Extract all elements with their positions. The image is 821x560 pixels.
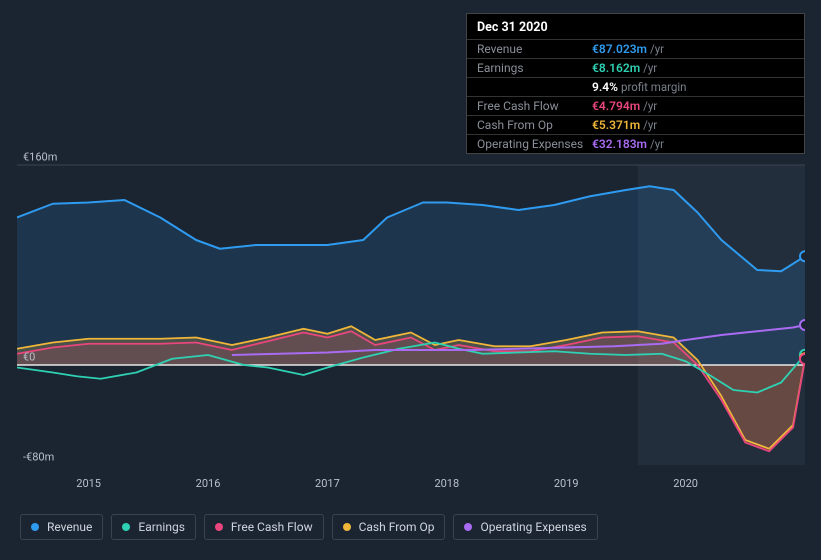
- legend-item[interactable]: Cash From Op: [332, 514, 446, 540]
- tooltip-row-value: €5.371m: [592, 118, 640, 132]
- x-axis-tick-label: 2016: [196, 477, 221, 490]
- legend-dot-icon: [464, 523, 472, 531]
- tooltip-row-unit: /yr: [650, 42, 664, 56]
- y-axis-tick-label: €160m: [23, 151, 57, 164]
- legend-item[interactable]: Revenue: [20, 514, 103, 540]
- legend-dot-icon: [215, 523, 223, 531]
- tooltip-row-unit: /yr: [643, 99, 657, 113]
- tooltip-row: 9.4%profit margin: [467, 77, 804, 96]
- financials-chart[interactable]: €160m€0-€80m 201520162017201820192020: [17, 155, 805, 475]
- tooltip-row: Operating Expenses€32.183m/yr: [467, 134, 804, 153]
- tooltip-row-label: Free Cash Flow: [477, 99, 592, 113]
- y-axis-tick-label: €0: [23, 351, 35, 364]
- x-axis-tick-label: 2018: [434, 477, 459, 490]
- tooltip-row: Cash From Op€5.371m/yr: [467, 115, 804, 134]
- tooltip-row: Revenue€87.023m/yr: [467, 39, 804, 58]
- x-axis-tick-label: 2019: [554, 477, 579, 490]
- tooltip-row-label: Cash From Op: [477, 118, 592, 132]
- tooltip-row-unit: /yr: [643, 118, 657, 132]
- y-axis-tick-label: -€80m: [23, 451, 54, 464]
- tooltip-row: Free Cash Flow€4.794m/yr: [467, 96, 804, 115]
- tooltip-row-unit: /yr: [643, 61, 657, 75]
- tooltip-row-label: Revenue: [477, 42, 592, 56]
- tooltip-row-label: Operating Expenses: [477, 137, 592, 151]
- tooltip-row-value: 9.4%: [592, 80, 618, 94]
- legend-item-label: Free Cash Flow: [231, 520, 313, 534]
- tooltip-row-unit: profit margin: [621, 80, 687, 94]
- legend-dot-icon: [31, 523, 39, 531]
- tooltip-date: Dec 31 2020: [467, 14, 804, 39]
- legend-item-label: Cash From Op: [359, 520, 435, 534]
- chart-legend: Revenue Earnings Free Cash Flow Cash From O…: [20, 514, 598, 540]
- tooltip-row-label: Earnings: [477, 61, 592, 75]
- tooltip-row-unit: /yr: [650, 137, 664, 151]
- legend-item[interactable]: Operating Expenses: [453, 514, 597, 540]
- x-axis-tick-label: 2015: [76, 477, 101, 490]
- legend-item-label: Earnings: [138, 520, 185, 534]
- chart-tooltip: Dec 31 2020 Revenue€87.023m/yrEarnings€8…: [466, 13, 805, 154]
- tooltip-row: Earnings€8.162m/yr: [467, 58, 804, 77]
- x-axis-tick-label: 2020: [673, 477, 698, 490]
- tooltip-row-value: €87.023m: [592, 42, 647, 56]
- legend-item[interactable]: Earnings: [111, 514, 196, 540]
- legend-item[interactable]: Free Cash Flow: [204, 514, 324, 540]
- tooltip-row-value: €4.794m: [592, 99, 640, 113]
- tooltip-row-value: €32.183m: [592, 137, 647, 151]
- x-axis-tick-label: 2017: [315, 477, 340, 490]
- legend-dot-icon: [343, 523, 351, 531]
- legend-dot-icon: [122, 523, 130, 531]
- tooltip-row-value: €8.162m: [592, 61, 640, 75]
- legend-item-label: Revenue: [47, 520, 92, 534]
- legend-item-label: Operating Expenses: [480, 520, 586, 534]
